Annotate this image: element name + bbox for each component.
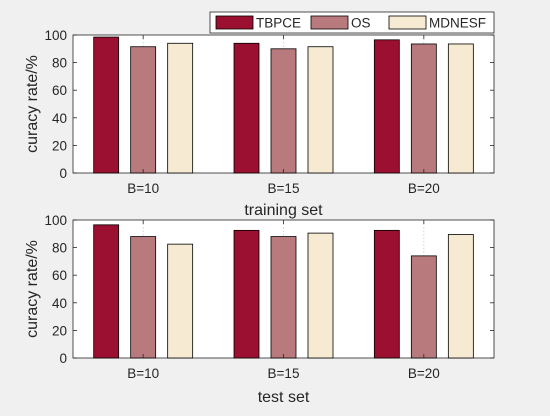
training-x-tick-label: B=15 [268, 181, 300, 196]
training-bar-tbpce-3 [373, 39, 400, 174]
test-x-axis: B=10 B=15 B=20 [127, 220, 440, 381]
training-x-tick-label: B=10 [127, 181, 159, 196]
test-bar-os-3 [410, 255, 437, 359]
test-x-tick-label: B=20 [408, 366, 440, 381]
training-bar-mdnesf-1 [167, 42, 194, 174]
test-bar-mdnesf-1 [167, 243, 194, 359]
training-bar-tbpce-1 [93, 36, 120, 174]
legend: TBPCE OS MDNESF [209, 11, 495, 34]
test-x-tick-label: B=15 [268, 366, 300, 381]
test-y-axis-label: curacy rate/% [24, 240, 41, 338]
training-y-tick-label: 20 [52, 138, 67, 153]
training-y-axis-label: curacy rate/% [24, 55, 41, 153]
test-x-axis-label: test set [258, 389, 310, 406]
training-y-tick-label: 0 [59, 166, 67, 181]
training-y-tick-label: 100 [44, 28, 67, 43]
test-set-chart: 0 20 40 60 80 100 B=10 B=15 B=20 test set curac… [24, 213, 495, 406]
training-x-axis-label: training set [244, 202, 323, 219]
training-y-tick-label: 80 [52, 56, 67, 71]
legend-label-tbpce: TBPCE [256, 16, 301, 31]
training-x-tick-label: B=20 [408, 181, 440, 196]
test-bar-mdnesf-3 [447, 234, 474, 359]
test-bar-tbpce-1 [93, 224, 120, 359]
training-set-chart: 0 20 40 60 80 100 B=10 B=15 B=20 training set c… [24, 28, 495, 219]
test-x-tick-label: B=10 [127, 366, 159, 381]
training-y-tick-label: 60 [52, 83, 67, 98]
test-y-tick-label: 60 [52, 268, 67, 283]
training-bar-os-3 [410, 43, 437, 174]
test-bars [93, 224, 474, 359]
test-bar-tbpce-2 [233, 229, 260, 359]
legend-swatch-mdnesf [388, 15, 427, 30]
training-x-axis: B=10 B=15 B=20 [127, 35, 440, 196]
test-y-tick-label: 40 [52, 296, 67, 311]
test-y-tick-label: 0 [59, 351, 67, 366]
legend-label-mdnesf: MDNESF [429, 16, 486, 31]
training-bar-mdnesf-3 [447, 43, 474, 174]
training-bars [93, 36, 474, 174]
training-bar-os-2 [270, 48, 297, 174]
test-bar-os-2 [270, 236, 297, 359]
training-bar-os-1 [130, 46, 157, 174]
training-bar-mdnesf-2 [307, 46, 334, 174]
test-bar-mdnesf-2 [307, 232, 334, 359]
legend-label-os: OS [351, 16, 371, 31]
legend-swatch-tbpce [215, 15, 254, 30]
test-bar-tbpce-3 [373, 229, 400, 359]
training-y-tick-label: 40 [52, 111, 67, 126]
test-y-tick-label: 20 [52, 323, 67, 338]
legend-swatch-os [310, 15, 349, 30]
test-y-tick-label: 100 [44, 213, 67, 228]
test-y-tick-label: 80 [52, 241, 67, 256]
training-bar-tbpce-2 [233, 42, 260, 174]
training-y-axis: 0 20 40 60 80 100 [44, 28, 494, 181]
test-y-axis: 0 20 40 60 80 100 [44, 213, 494, 366]
test-bar-os-1 [130, 236, 157, 359]
